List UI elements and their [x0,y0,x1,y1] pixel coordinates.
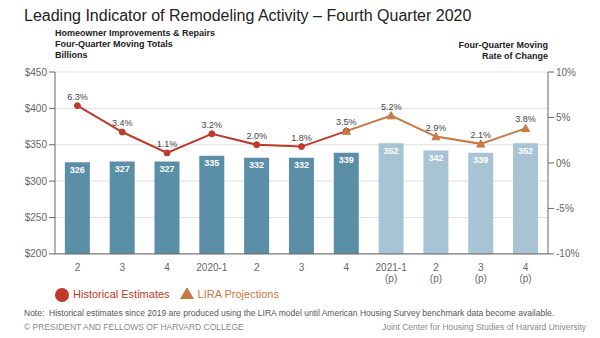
html-text:Four-Quarter Moving Totals: Four-Quarter Moving Totals [55,39,173,49]
svg-text:339: 339 [473,155,488,165]
svg-text:$300: $300 [25,176,48,187]
svg-text:4: 4 [344,262,350,273]
svg-text:339: 339 [339,155,354,165]
svg-text:332: 332 [294,160,309,170]
svg-text:$400: $400 [25,103,48,114]
html-text:Billions: Billions [55,50,88,60]
svg-text:3.2%: 3.2% [202,120,223,130]
svg-text:2021-1(p): 2021-1(p) [376,262,408,285]
svg-text:342: 342 [428,153,443,163]
html-text:Rate of Change: Rate of Change [482,51,548,61]
svg-text:3: 3 [119,262,125,273]
svg-text:335: 335 [204,158,219,168]
svg-text:2(p): 2(p) [430,262,442,285]
svg-text:3.4%: 3.4% [112,118,133,128]
html-text:Joint Center for Housing Studi: Joint Center for Housing Studies of Harv… [381,322,586,332]
svg-text:2020-1: 2020-1 [196,262,228,273]
svg-text:1.1%: 1.1% [157,139,178,149]
svg-text:$450: $450 [25,67,48,78]
svg-text:332: 332 [249,160,264,170]
svg-text:0%: 0% [556,158,571,169]
html-text:© PRESIDENT AND FELLOWS OF HAR: © PRESIDENT AND FELLOWS OF HARVARD COLLE… [24,322,244,332]
svg-text:-10%: -10% [556,248,579,259]
svg-text:3(p): 3(p) [475,262,487,285]
svg-text:1.8%: 1.8% [291,133,312,143]
html-text:Leading Indicator of Remodelin: Leading Indicator of Remodeling Activity… [24,7,472,24]
html-text:Four-Quarter Moving: Four-Quarter Moving [458,40,548,50]
html-text:Historical Estimates: Historical Estimates [73,287,170,300]
svg-text:2.9%: 2.9% [426,123,447,133]
svg-text:3.8%: 3.8% [515,114,536,124]
svg-text:3.5%: 3.5% [336,117,357,127]
svg-text:10%: 10% [556,67,576,78]
svg-text:$250: $250 [25,212,48,223]
svg-text:327: 327 [159,164,174,174]
svg-text:6.3%: 6.3% [67,92,88,102]
html-text:Homeowner Improvements & Repai: Homeowner Improvements & Repairs [55,28,215,38]
svg-text:-5%: -5% [556,203,574,214]
svg-text:2: 2 [254,262,260,273]
svg-text:4(p): 4(p) [519,262,531,285]
html-text:Note: Historical estimates sin: Note: Historical estimates since 2019 ar… [24,308,555,318]
svg-text:5%: 5% [556,112,571,123]
html-text:LIRA Projections: LIRA Projections [197,287,279,300]
svg-text:2: 2 [75,262,81,273]
svg-text:$350: $350 [25,139,48,150]
svg-text:326: 326 [70,165,85,175]
svg-text:$200: $200 [25,248,48,259]
svg-text:4: 4 [164,262,170,273]
svg-text:2.0%: 2.0% [246,131,267,141]
svg-text:327: 327 [115,164,130,174]
svg-text:352: 352 [518,146,533,156]
svg-text:3: 3 [299,262,305,273]
svg-text:5.2%: 5.2% [381,102,402,112]
svg-text:352: 352 [384,146,399,156]
svg-text:2.1%: 2.1% [471,130,492,140]
